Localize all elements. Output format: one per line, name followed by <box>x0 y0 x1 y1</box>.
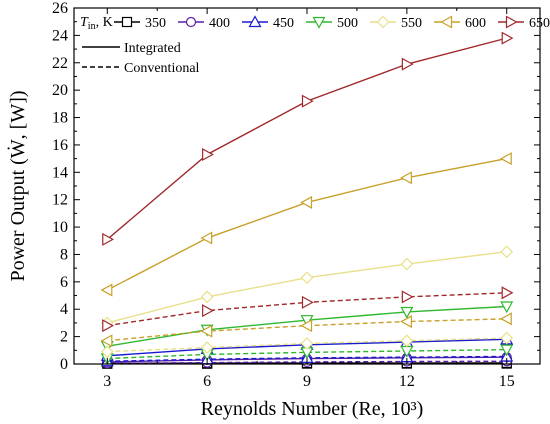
series-600-conventional-point <box>100 334 113 348</box>
y-tick-label-0: 0 <box>60 356 68 373</box>
series-550-integrated-point <box>300 271 314 285</box>
legend: Tin, K 350 400 450 500 550 600 650 Integrated Con… <box>80 15 550 76</box>
series-600-integrated-point <box>100 283 113 297</box>
legend-marker-650 <box>505 15 518 29</box>
y-tick-label-10: 10 <box>52 219 68 236</box>
series-650-conventional-point <box>501 286 514 300</box>
y-tick-label-18: 18 <box>52 110 68 127</box>
legend-marker-400 <box>185 16 197 28</box>
legend-marker-600 <box>440 15 453 29</box>
series-550-conventional-point <box>100 345 114 359</box>
series-600-conventional-point <box>400 315 412 329</box>
series-600-conventional-point <box>200 324 213 338</box>
y-axis-title: Power Output (Ẇ, [W]) <box>6 90 29 281</box>
y-tick-label-24: 24 <box>52 27 68 44</box>
series-650-conventional-point <box>102 319 115 333</box>
series-600-integrated-point <box>200 231 213 245</box>
series-650-integrated-point <box>102 232 115 246</box>
series-500-conventional-point <box>500 344 514 357</box>
series-550-integrated-point <box>400 257 414 271</box>
y-tick-label-14: 14 <box>52 164 68 181</box>
style-legend-label-solid: Integrated <box>124 41 181 56</box>
x-axis-title: Reynolds Number (Re, 10³) <box>201 398 424 420</box>
series-650-integrated-point <box>401 57 414 71</box>
series-450-conventional-line <box>107 355 507 362</box>
series-650-conventional-point <box>301 295 314 309</box>
series-650-integrated-point <box>202 147 214 162</box>
series-650-conventional-point <box>401 290 414 304</box>
legend-label-350: 350 <box>145 16 166 31</box>
x-tick-label-15: 15 <box>499 373 515 390</box>
series-600-integrated-point <box>499 152 512 166</box>
y-tick-label-6: 6 <box>60 274 68 291</box>
y-tick-label-4: 4 <box>60 301 68 318</box>
series-550-conventional-point <box>200 341 214 354</box>
x-tick-label-12: 12 <box>399 373 415 390</box>
series-650-integrated-point <box>301 94 314 108</box>
series-600-integrated-point <box>400 171 412 185</box>
series-550-conventional-line <box>107 337 507 353</box>
legend-marker-450 <box>248 15 262 28</box>
legend-label-450: 450 <box>273 16 294 31</box>
legend-title: Tin, K <box>80 15 113 32</box>
style-legend-label-dashed: Conventional <box>124 61 200 76</box>
y-tick-label-8: 8 <box>60 246 68 263</box>
legend-label-550: 550 <box>401 16 422 31</box>
series-600-conventional-point <box>499 312 512 326</box>
series-550-conventional-point <box>400 334 414 348</box>
series-550-conventional-point <box>300 337 314 350</box>
series-600-integrated-point <box>300 195 313 209</box>
y-tick-label-20: 20 <box>52 82 68 99</box>
y-tick-label-22: 22 <box>52 55 68 72</box>
legend-label-600: 600 <box>465 16 486 31</box>
series-400-conventional-line <box>107 360 507 365</box>
legend-label-400: 400 <box>209 16 230 31</box>
y-tick-label-26: 26 <box>52 0 68 17</box>
y-tick-label-16: 16 <box>52 137 68 154</box>
series-550-conventional-point <box>500 331 514 345</box>
series-500-integrated-point <box>500 301 514 314</box>
series-550-integrated-point <box>200 290 214 304</box>
x-tick-label-3: 3 <box>103 373 111 390</box>
legend-marker-350 <box>121 16 133 28</box>
legend-label-500: 500 <box>337 16 358 31</box>
series-650-conventional-point <box>202 304 214 318</box>
series-650-integrated-point <box>501 31 514 45</box>
x-tick-label-6: 6 <box>203 373 211 390</box>
plot-area <box>100 31 514 369</box>
legend-label-650: 650 <box>529 16 550 31</box>
series-500-conventional-line <box>107 348 507 360</box>
legend-marker-550 <box>376 15 390 29</box>
x-tick-label-9: 9 <box>303 373 311 390</box>
y-tick-label-12: 12 <box>52 192 68 209</box>
series-500-integrated-point <box>400 306 414 319</box>
series-600-conventional-point <box>300 319 313 333</box>
legend-marker-500 <box>312 16 326 29</box>
y-tick-label-2: 2 <box>60 329 68 346</box>
series-550-integrated-point <box>500 245 514 259</box>
